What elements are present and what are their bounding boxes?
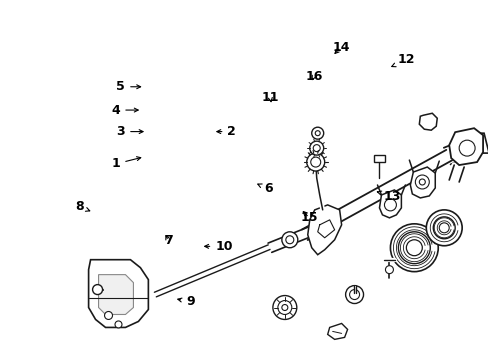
Polygon shape: [379, 190, 401, 218]
Text: 5: 5: [116, 80, 141, 93]
Circle shape: [419, 179, 425, 185]
Circle shape: [385, 266, 393, 274]
Polygon shape: [373, 155, 385, 162]
Text: 3: 3: [116, 125, 143, 138]
Polygon shape: [99, 275, 133, 315]
Circle shape: [432, 217, 454, 239]
Text: 10: 10: [204, 240, 232, 253]
Text: 9: 9: [178, 296, 194, 309]
Circle shape: [414, 175, 428, 189]
Circle shape: [104, 311, 112, 319]
Circle shape: [384, 199, 396, 211]
Circle shape: [115, 321, 122, 328]
Text: 2: 2: [216, 125, 236, 138]
Text: 13: 13: [377, 190, 400, 203]
Text: 12: 12: [391, 53, 415, 67]
Polygon shape: [443, 135, 482, 165]
Polygon shape: [409, 167, 434, 198]
Polygon shape: [419, 113, 436, 130]
Polygon shape: [88, 260, 148, 328]
Text: 7: 7: [164, 234, 173, 247]
Circle shape: [315, 131, 320, 136]
Circle shape: [406, 240, 422, 256]
Text: 1: 1: [111, 157, 141, 170]
Text: 8: 8: [75, 201, 90, 213]
Circle shape: [389, 224, 437, 272]
Polygon shape: [468, 133, 488, 153]
Text: 15: 15: [300, 211, 317, 224]
Polygon shape: [301, 150, 451, 240]
Circle shape: [310, 157, 320, 167]
Circle shape: [398, 232, 429, 264]
Polygon shape: [353, 285, 355, 293]
Polygon shape: [307, 205, 341, 255]
Circle shape: [313, 145, 320, 152]
Circle shape: [426, 210, 461, 246]
Circle shape: [277, 301, 291, 315]
Circle shape: [285, 236, 293, 244]
Circle shape: [281, 305, 287, 310]
Circle shape: [306, 153, 324, 171]
Polygon shape: [267, 227, 311, 252]
Circle shape: [311, 127, 323, 139]
Circle shape: [281, 232, 297, 248]
Circle shape: [272, 296, 296, 319]
Polygon shape: [448, 128, 482, 165]
Text: 16: 16: [305, 69, 322, 82]
Text: 6: 6: [257, 183, 272, 195]
Polygon shape: [327, 323, 347, 339]
Polygon shape: [154, 242, 275, 297]
Text: 14: 14: [331, 41, 349, 54]
Circle shape: [349, 289, 359, 300]
Circle shape: [458, 140, 474, 156]
Circle shape: [438, 223, 448, 233]
Circle shape: [309, 141, 323, 155]
Text: 11: 11: [261, 91, 279, 104]
Circle shape: [92, 285, 102, 294]
Circle shape: [345, 285, 363, 303]
Text: 4: 4: [111, 104, 138, 117]
